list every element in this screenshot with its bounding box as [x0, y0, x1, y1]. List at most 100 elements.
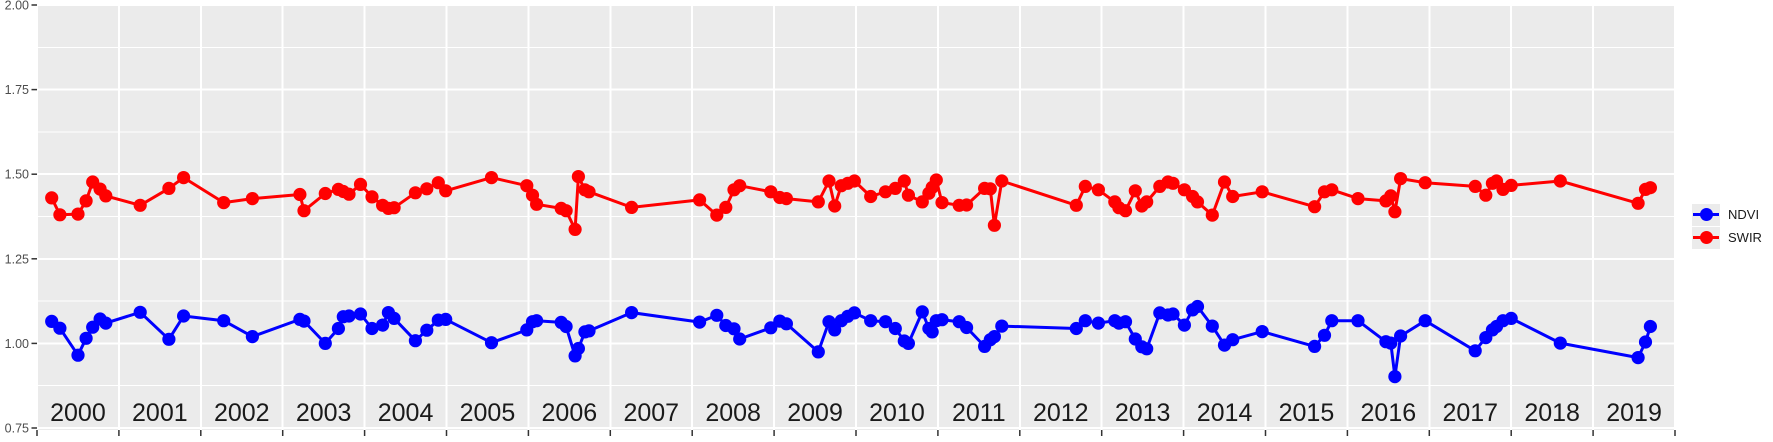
series-point-ndvi [915, 305, 929, 319]
series-point-swir [828, 199, 842, 213]
series-point-swir [1118, 204, 1133, 218]
series-point-ndvi [1418, 314, 1432, 328]
series-point-swir [53, 208, 67, 222]
series-point-ndvi [1351, 314, 1365, 328]
series-point-swir [571, 170, 586, 184]
series-point-swir [530, 197, 544, 211]
legend-item-swir: SWIR [1692, 226, 1762, 249]
series-point-ndvi [1553, 336, 1567, 350]
series-point-swir [1128, 184, 1142, 198]
series-point-swir [1190, 195, 1205, 209]
series-point-ndvi [1325, 314, 1339, 328]
series-point-ndvi [1468, 344, 1482, 358]
y-tick-label: 1.50 [5, 168, 29, 182]
series-point-swir [1418, 176, 1432, 190]
series-point-ndvi [177, 309, 191, 323]
series-point-ndvi [353, 307, 368, 321]
x-year-label: 2019 [1606, 399, 1662, 427]
series-point-ndvi [571, 341, 586, 356]
series-point-ndvi [693, 315, 707, 329]
series-point-swir [568, 222, 582, 236]
series-point-ndvi [1118, 315, 1133, 329]
y-tick-label: 1.00 [5, 337, 29, 351]
x-year-label: 2005 [460, 399, 516, 427]
series-point-swir [987, 218, 1002, 232]
series-point-swir [1553, 174, 1567, 188]
series-point-swir [162, 181, 176, 195]
series-point-ndvi [217, 314, 231, 328]
series-point-ndvi [439, 312, 453, 326]
series-point-ndvi [582, 324, 596, 338]
series-point-ndvi [764, 321, 778, 335]
series-point-ndvi [828, 323, 842, 337]
series-point-swir [1351, 192, 1365, 206]
series-point-ndvi [878, 315, 893, 329]
ndvi-point-swatch-icon [1699, 208, 1713, 221]
legend-label-swir: SWIR [1728, 229, 1762, 245]
series-point-swir [960, 198, 974, 212]
series-point-ndvi [162, 332, 176, 346]
series-point-ndvi [1166, 307, 1180, 321]
series-point-swir [1166, 176, 1180, 190]
series-point-swir [293, 187, 307, 202]
series-point-swir [811, 195, 825, 209]
series-point-ndvi [1631, 351, 1645, 365]
x-year-label: 2016 [1361, 399, 1417, 427]
x-year-label: 2012 [1033, 399, 1089, 427]
series-point-swir [582, 185, 596, 199]
x-year-label: 2014 [1197, 399, 1253, 427]
series-point-swir [995, 174, 1009, 188]
series-point-ndvi [864, 314, 878, 328]
series-point-swir [484, 171, 499, 185]
series-point-swir [245, 192, 259, 206]
series-point-swir [408, 186, 422, 200]
series-point-ndvi [1255, 325, 1269, 339]
x-year-label: 2006 [542, 399, 598, 427]
x-year-label: 2007 [623, 399, 679, 427]
series-point-swir [1504, 178, 1518, 192]
series-point-ndvi [935, 313, 949, 327]
series-point-ndvi [376, 318, 390, 332]
legend: NDVI SWIR [1692, 203, 1762, 249]
x-year-label: 2002 [214, 399, 270, 427]
series-point-ndvi [625, 306, 639, 320]
series-point-swir [133, 198, 147, 212]
series-line-swir [50, 175, 1652, 231]
series-point-swir [1468, 179, 1482, 193]
x-year-label: 2017 [1442, 399, 1498, 427]
series-point-ndvi [53, 321, 67, 335]
series-point-swir [1308, 200, 1322, 214]
series-point-swir [1255, 185, 1269, 199]
series-point-swir [897, 174, 911, 188]
series-point-swir [353, 177, 368, 191]
series-point-swir [1078, 179, 1092, 193]
y-tick-label: 0.75 [5, 422, 29, 436]
series-point-ndvi [342, 309, 356, 323]
series-point-ndvi [995, 319, 1009, 333]
series-point-ndvi [901, 336, 916, 350]
x-year-label: 2004 [378, 399, 434, 427]
series-point-ndvi [1504, 311, 1518, 325]
series-point-swir [1217, 175, 1232, 189]
series-point-ndvi [559, 319, 573, 334]
series-point-ndvi [987, 330, 1002, 344]
series-point-ndvi [331, 321, 345, 336]
series-point-ndvi [960, 320, 974, 335]
series-point-ndvi [365, 321, 379, 336]
series-point-ndvi [297, 314, 311, 328]
legend-item-ndvi: NDVI [1692, 203, 1762, 226]
series-point-ndvi [1078, 314, 1092, 328]
series-point-ndvi [79, 331, 93, 345]
series-point-swir [935, 196, 949, 210]
series-point-swir [1069, 198, 1083, 212]
y-tick-label: 1.25 [5, 252, 29, 266]
series-point-ndvi [133, 305, 147, 319]
series-point-ndvi [530, 314, 544, 328]
series-point-swir [901, 188, 916, 202]
series-point-ndvi [1069, 321, 1083, 336]
series-point-swir [1205, 208, 1219, 222]
series-point-ndvi [779, 317, 794, 331]
series-point-swir [822, 174, 836, 188]
